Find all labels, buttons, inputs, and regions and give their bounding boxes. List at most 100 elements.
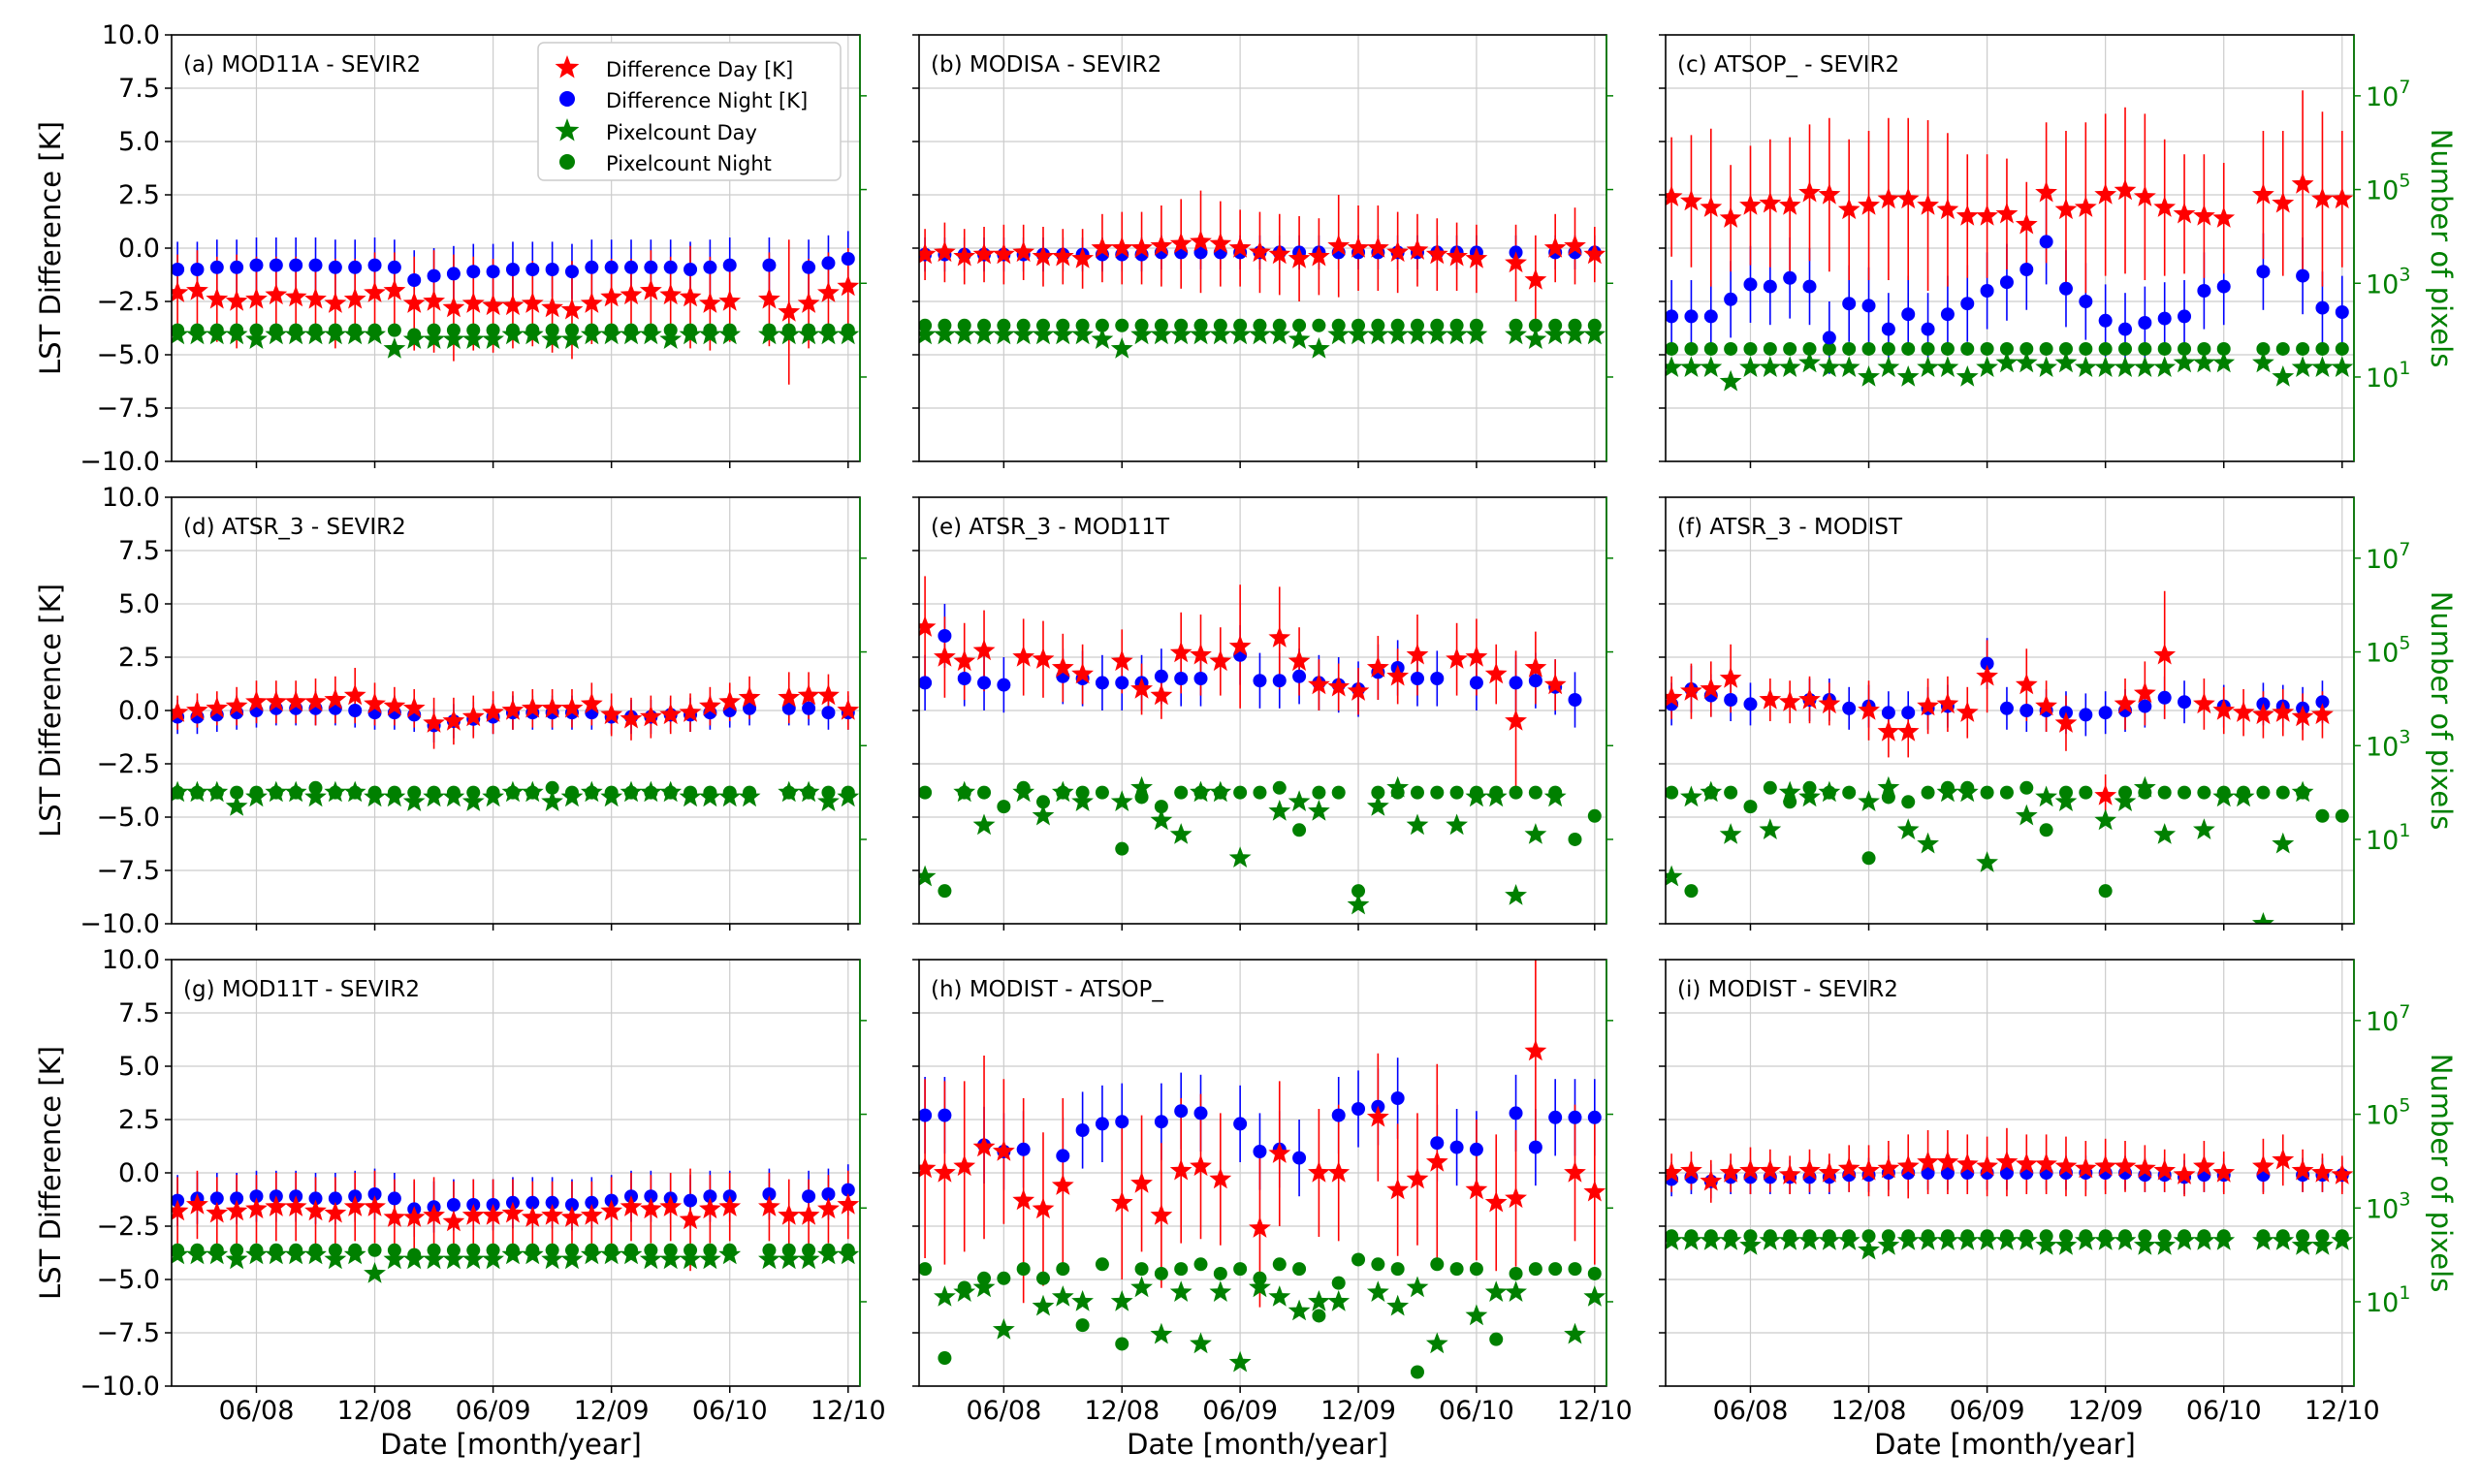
pixelcount-night-point [1724, 341, 1738, 356]
night-point [1921, 1166, 1935, 1180]
pixelcount-day-point [206, 780, 229, 803]
day-point [2291, 1158, 2314, 1181]
day-point [1858, 699, 1880, 720]
day-point [1505, 1186, 1527, 1209]
night-point [2138, 699, 2152, 713]
day-point [2212, 1161, 2236, 1183]
pixelcount-day-point [1446, 813, 1468, 836]
x-tick-label: 06/10 [692, 1396, 768, 1426]
pixelcount-night-point [1568, 832, 1582, 846]
pixelcount-day-point [2291, 1233, 2314, 1255]
pixelcount-day-point [2272, 365, 2295, 387]
day-point [1406, 1167, 1429, 1189]
night-point [1469, 1142, 1483, 1156]
pixelcount-day-point [2133, 356, 2156, 377]
night-point [644, 1189, 658, 1204]
day-point [580, 1204, 603, 1225]
pixelcount-day-point [206, 323, 229, 345]
pixelcount-day-point [659, 328, 683, 349]
pixelcount-night-point [1272, 1257, 1287, 1272]
pixelcount-day-point [718, 1243, 742, 1265]
day-point [1012, 1188, 1035, 1211]
night-point [762, 258, 777, 272]
night-point [1154, 669, 1168, 683]
day-point [1858, 1158, 1880, 1181]
day-point [560, 298, 584, 320]
night-point [564, 265, 579, 279]
x-tick-label: 06/09 [1202, 1396, 1278, 1426]
day-point [679, 1208, 702, 1230]
pixelcount-night-point [1528, 318, 1542, 332]
day-point [778, 300, 801, 322]
night-point [328, 1191, 342, 1206]
day-point [2153, 196, 2177, 217]
pixelcount-day-point [1877, 1233, 1900, 1255]
pixelcount-night-point [1960, 341, 1975, 356]
day-point [699, 694, 721, 716]
legend-label-night: Difference Night [K] [606, 89, 808, 112]
day-point [620, 707, 643, 729]
pixelcount-night-point [1430, 1257, 1445, 1272]
day-point [1169, 641, 1192, 663]
day-point [1209, 232, 1232, 254]
y-tick-label: 7.5 [118, 536, 160, 566]
y-tick-label: 2.5 [118, 643, 160, 673]
night-point [1999, 701, 2014, 715]
pixelcount-day-point [600, 785, 623, 807]
day-point [442, 1210, 465, 1232]
pixelcount-day-point [206, 1243, 229, 1265]
night-point [821, 256, 836, 270]
day-point [1700, 678, 1723, 699]
pixelcount-day-point [1700, 1229, 1723, 1250]
pixelcount-day-point [1110, 1290, 1133, 1311]
x-tick-label: 06/09 [456, 1396, 531, 1426]
night-point [1999, 275, 2014, 290]
pixelcount-day-point [383, 785, 406, 807]
day-point [1327, 675, 1351, 697]
day-point [1680, 679, 1702, 701]
pixelcount-day-point [1130, 1276, 1153, 1298]
night-point [387, 1191, 401, 1206]
legend-label-day: Difference Day [K] [606, 58, 793, 81]
pixelcount-day-point [1896, 365, 1920, 387]
day-point [1228, 635, 1252, 656]
pixelcount-day-point [2232, 785, 2255, 807]
right-tick-label: 105 [2366, 633, 2410, 669]
day-point [1680, 1158, 1702, 1181]
pixelcount-day-point [1051, 323, 1074, 345]
pixelcount-day-point [1169, 323, 1192, 345]
night-point [269, 258, 283, 272]
night-point [2157, 690, 2172, 705]
day-point [186, 699, 208, 720]
night-point [1861, 299, 1876, 313]
pixelcount-day-point [1110, 790, 1133, 811]
pixelcount-day-point [1190, 1332, 1212, 1354]
day-point [2114, 178, 2137, 201]
pixelcount-day-point [580, 1243, 603, 1265]
panel-a: 10.0 7.5 5.0 2.5 0.0 −2.5 −5.0 −7.5 −10.0 (a) MOD… [79, 20, 867, 477]
pixelcount-night-point [1861, 851, 1876, 866]
day-point [2153, 643, 2177, 665]
night-point [1783, 270, 1797, 285]
pixelcount-night-point [1587, 1266, 1602, 1280]
day-point [343, 287, 366, 309]
day-point [837, 699, 860, 720]
x-tick-label: 06/09 [1950, 1396, 2025, 1426]
pixelcount-day-point [620, 1243, 643, 1265]
pixelcount-day-point [1169, 1280, 1192, 1302]
day-point [1032, 244, 1055, 267]
pixelcount-night-point [2197, 341, 2211, 356]
night-point [663, 260, 678, 274]
pixelcount-night-point [1921, 785, 1935, 800]
night-point [427, 268, 441, 283]
night-point [1921, 322, 1935, 336]
pixelcount-day-point [1564, 323, 1586, 345]
data-layer [919, 576, 1602, 915]
day-point [245, 1197, 268, 1219]
day-point [304, 1199, 327, 1221]
pixelcount-night-point [2079, 785, 2093, 800]
day-point [1327, 1161, 1351, 1183]
pixelcount-day-point [797, 1247, 820, 1270]
pixelcount-day-point [225, 1247, 248, 1270]
